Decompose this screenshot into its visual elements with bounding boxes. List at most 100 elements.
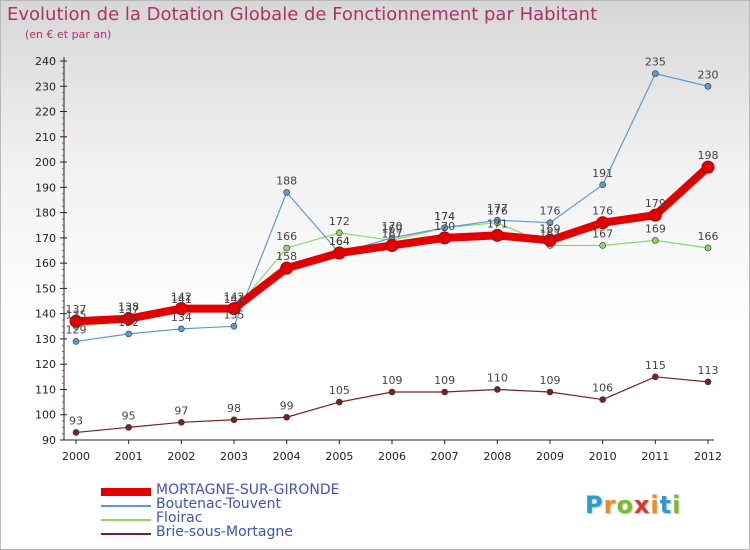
chart-title: Evolution de la Dotation Globale de Fonc… (7, 4, 598, 25)
y-tick-label: 110 (35, 383, 56, 396)
data-label-3: 109 (382, 374, 403, 387)
data-label-1: 188 (276, 174, 297, 187)
y-tick-label: 150 (35, 282, 56, 295)
y-tick-label: 130 (35, 333, 56, 346)
y-tick-label: 100 (35, 409, 56, 422)
data-point-3 (441, 388, 448, 396)
data-point-0 (332, 246, 346, 260)
data-point-3 (704, 378, 712, 386)
y-tick-label: 200 (35, 156, 56, 169)
data-point-0 (227, 302, 241, 316)
data-label-0: 170 (434, 220, 455, 233)
logo-letter: i (672, 491, 682, 519)
data-label-2: 169 (382, 222, 403, 235)
data-label-2: 141 (171, 293, 192, 306)
y-tick-label: 210 (35, 131, 56, 144)
data-point-3 (336, 398, 343, 406)
data-label-3: 105 (329, 384, 350, 397)
data-point-0 (490, 228, 504, 242)
x-tick-label: 2005 (325, 450, 353, 463)
data-label-0: 138 (118, 301, 139, 314)
data-label-2: 137 (118, 303, 139, 316)
data-label-3: 99 (280, 399, 294, 412)
data-label-2: 167 (592, 227, 613, 240)
data-label-1: 174 (434, 210, 455, 223)
data-point-3 (125, 424, 132, 431)
x-tick-label: 2009 (536, 450, 564, 463)
data-label-0: 167 (382, 227, 403, 240)
data-label-1: 135 (224, 308, 245, 321)
data-point-0 (385, 238, 399, 252)
data-point-1 (546, 219, 554, 227)
x-tick-label: 2007 (431, 450, 459, 463)
data-point-2 (283, 244, 290, 252)
data-point-2 (652, 237, 659, 244)
data-point-0 (648, 208, 662, 222)
logo-letter: P (585, 491, 604, 519)
data-point-0 (701, 160, 715, 174)
legend-swatch (101, 533, 151, 535)
x-tick-label: 2012 (694, 450, 722, 463)
data-label-2: 166 (698, 230, 719, 243)
data-label-1: 235 (645, 56, 666, 69)
data-label-3: 95 (122, 409, 136, 422)
data-label-1: 132 (118, 316, 139, 329)
data-point-3 (652, 373, 659, 381)
logo-letter: t (659, 491, 673, 519)
data-label-3: 113 (698, 364, 719, 377)
proxiti-logo: Proxiti (585, 491, 681, 519)
y-tick-label: 190 (35, 181, 56, 194)
data-label-1: 176 (540, 205, 561, 218)
data-label-0: 137 (66, 303, 87, 316)
legend-swatch (101, 488, 151, 496)
data-label-0: 179 (645, 197, 666, 210)
data-point-2 (599, 242, 606, 249)
y-tick-label: 160 (35, 257, 56, 270)
data-label-0: 164 (329, 235, 350, 248)
data-point-3 (388, 388, 396, 396)
data-point-1 (283, 189, 290, 196)
data-label-0: 176 (592, 205, 613, 218)
chart-subtitle: (en € et par an) (25, 28, 112, 41)
data-label-3: 109 (540, 374, 561, 387)
data-point-2 (704, 244, 712, 252)
data-label-0: 142 (171, 291, 192, 304)
legend-swatch (101, 519, 151, 521)
legend-label: Brie-sous-Mortagne (156, 524, 293, 540)
data-label-0: 169 (540, 222, 561, 235)
data-label-2: 141 (224, 293, 245, 306)
data-point-3 (178, 419, 185, 426)
y-tick-label: 240 (35, 55, 56, 68)
data-point-0 (174, 302, 188, 316)
data-point-0 (543, 233, 557, 247)
data-point-3 (283, 413, 290, 421)
data-label-1: 191 (592, 167, 613, 180)
y-tick-label: 120 (35, 358, 56, 371)
data-label-0: 171 (487, 217, 508, 230)
data-label-1: 129 (66, 323, 87, 336)
data-label-1: 134 (171, 311, 192, 324)
x-tick-label: 2010 (589, 450, 617, 463)
data-point-0 (280, 261, 294, 275)
data-point-1 (494, 216, 501, 224)
logo-letter: r (603, 491, 617, 519)
data-point-1 (599, 181, 606, 189)
data-label-1: 164 (329, 235, 350, 248)
data-point-1 (704, 82, 712, 90)
x-tick-label: 2011 (641, 450, 669, 463)
data-point-0 (69, 314, 83, 328)
data-label-2: 172 (329, 215, 350, 228)
y-tick-label: 170 (35, 232, 56, 245)
x-tick-label: 2000 (62, 450, 90, 463)
logo-letter: o (616, 491, 634, 519)
x-tick-label: 2002 (167, 450, 195, 463)
logo-letter: i (650, 491, 660, 519)
data-point-0 (596, 216, 610, 230)
data-label-2: 135 (66, 308, 87, 321)
data-point-1 (72, 338, 80, 345)
data-point-2 (336, 229, 343, 237)
data-point-0 (122, 312, 136, 326)
data-label-3: 115 (645, 359, 666, 372)
legend-label: MORTAGNE-SUR-GIRONDE (156, 482, 340, 498)
